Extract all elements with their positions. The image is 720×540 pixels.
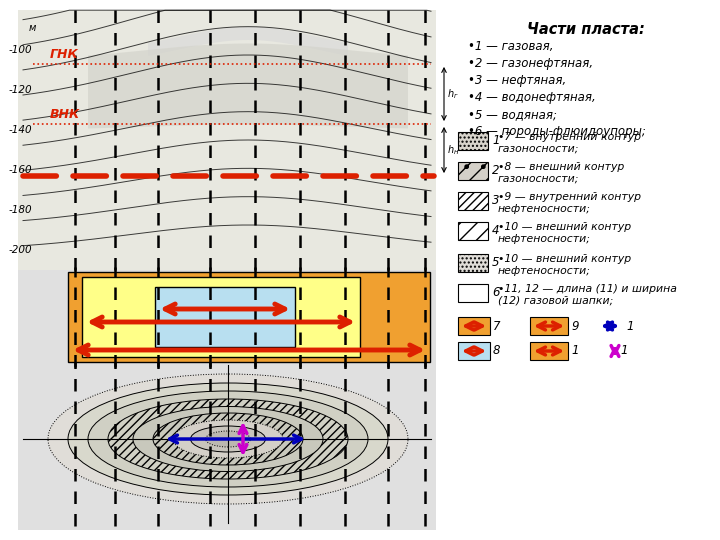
- Text: •3 — нефтяная,: •3 — нефтяная,: [468, 74, 566, 87]
- Bar: [458, 342, 490, 360]
- Text: 1: 1: [626, 320, 634, 333]
- Text: 1: 1: [620, 345, 628, 357]
- Bar: [155, 287, 295, 347]
- Text: •7 — внутренний контур
газоносности;: •7 — внутренний контур газоносности;: [498, 132, 641, 153]
- Bar: [458, 284, 488, 302]
- Bar: [458, 162, 488, 180]
- Text: -200: -200: [9, 245, 32, 255]
- Text: -160: -160: [9, 165, 32, 175]
- Text: •8 — внешний контур
газоносности;: •8 — внешний контур газоносности;: [498, 162, 624, 184]
- Text: Части пласта:: Части пласта:: [527, 22, 645, 37]
- Text: 9: 9: [571, 320, 578, 333]
- Text: •10 — внешний контур
нефтеносности;: •10 — внешний контур нефтеносности;: [498, 254, 631, 275]
- Text: 7: 7: [493, 320, 500, 333]
- Polygon shape: [88, 44, 408, 129]
- Text: $h_г$: $h_г$: [447, 87, 459, 101]
- Bar: [530, 317, 568, 335]
- Bar: [68, 272, 430, 362]
- Text: •4 — водонефтяная,: •4 — водонефтяная,: [468, 91, 595, 104]
- Bar: [458, 317, 490, 335]
- Ellipse shape: [173, 420, 283, 458]
- Text: •5 — водяная;: •5 — водяная;: [468, 108, 557, 121]
- Text: •10 — внешний контур
нефтеносности;: •10 — внешний контур нефтеносности;: [498, 222, 631, 244]
- Text: 8: 8: [493, 345, 500, 357]
- Text: •9 — внутренний контур
нефтеносности;: •9 — внутренний контур нефтеносности;: [498, 192, 641, 214]
- Bar: [458, 222, 488, 240]
- Text: ВНК: ВНК: [50, 108, 80, 121]
- Bar: [452, 0, 720, 540]
- Text: ГНК: ГНК: [50, 48, 78, 61]
- Ellipse shape: [48, 374, 408, 504]
- Text: -140: -140: [9, 125, 32, 135]
- Text: $h_н$: $h_н$: [447, 143, 459, 157]
- Ellipse shape: [191, 426, 266, 452]
- Text: -100: -100: [9, 45, 32, 55]
- Text: 5: 5: [492, 256, 500, 269]
- Bar: [458, 192, 488, 210]
- Text: •11, 12 — длина (11) и ширина
(12) газовой шапки;: •11, 12 — длина (11) и ширина (12) газов…: [498, 284, 677, 306]
- Bar: [458, 254, 488, 272]
- Bar: [18, 20, 436, 530]
- Bar: [82, 277, 360, 357]
- Bar: [530, 342, 568, 360]
- Ellipse shape: [88, 391, 368, 487]
- Bar: [18, 360, 436, 528]
- Text: •6 — породы-флюидоупоры;: •6 — породы-флюидоупоры;: [468, 125, 646, 138]
- Polygon shape: [148, 27, 348, 56]
- Text: 1: 1: [571, 345, 578, 357]
- Text: -180: -180: [9, 205, 32, 215]
- Text: -120: -120: [9, 85, 32, 95]
- Text: 2: 2: [492, 165, 500, 178]
- Text: 1: 1: [492, 134, 500, 147]
- Text: 3: 3: [492, 194, 500, 207]
- Text: м: м: [28, 23, 36, 33]
- Text: 6: 6: [492, 287, 500, 300]
- Text: •1 — газовая,: •1 — газовая,: [468, 40, 554, 53]
- Ellipse shape: [68, 383, 388, 495]
- Text: •2 — газонефтяная,: •2 — газонефтяная,: [468, 57, 593, 70]
- Bar: [18, 10, 436, 270]
- Ellipse shape: [205, 431, 251, 447]
- Bar: [458, 132, 488, 150]
- Text: 4: 4: [492, 225, 500, 238]
- Ellipse shape: [133, 407, 323, 471]
